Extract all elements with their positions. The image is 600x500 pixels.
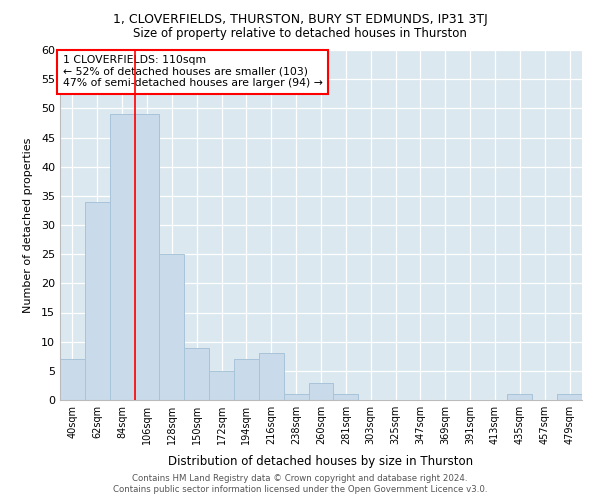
Bar: [557, 394, 582, 400]
Text: 1 CLOVERFIELDS: 110sqm
← 52% of detached houses are smaller (103)
47% of semi-de: 1 CLOVERFIELDS: 110sqm ← 52% of detached…: [62, 56, 322, 88]
Bar: [334, 394, 358, 400]
Bar: [110, 114, 134, 400]
Bar: [134, 114, 160, 400]
Bar: [184, 348, 209, 400]
Bar: [259, 354, 284, 400]
Bar: [234, 359, 259, 400]
X-axis label: Distribution of detached houses by size in Thurston: Distribution of detached houses by size …: [169, 456, 473, 468]
Text: Contains HM Land Registry data © Crown copyright and database right 2024.
Contai: Contains HM Land Registry data © Crown c…: [113, 474, 487, 494]
Y-axis label: Number of detached properties: Number of detached properties: [23, 138, 32, 312]
Bar: [209, 371, 234, 400]
Bar: [85, 202, 110, 400]
Bar: [160, 254, 184, 400]
Bar: [60, 359, 85, 400]
Bar: [284, 394, 308, 400]
Bar: [308, 382, 334, 400]
Bar: [508, 394, 532, 400]
Text: 1, CLOVERFIELDS, THURSTON, BURY ST EDMUNDS, IP31 3TJ: 1, CLOVERFIELDS, THURSTON, BURY ST EDMUN…: [113, 12, 487, 26]
Text: Size of property relative to detached houses in Thurston: Size of property relative to detached ho…: [133, 28, 467, 40]
